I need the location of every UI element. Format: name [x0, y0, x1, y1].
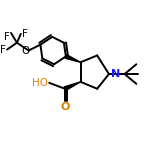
Polygon shape	[64, 82, 81, 91]
Text: F: F	[4, 32, 10, 42]
Text: N: N	[111, 69, 120, 79]
Polygon shape	[65, 55, 81, 62]
Text: F: F	[0, 45, 6, 55]
Text: O: O	[60, 102, 70, 112]
Text: O: O	[21, 46, 30, 55]
Text: HO: HO	[32, 78, 48, 88]
Text: F: F	[22, 29, 28, 39]
